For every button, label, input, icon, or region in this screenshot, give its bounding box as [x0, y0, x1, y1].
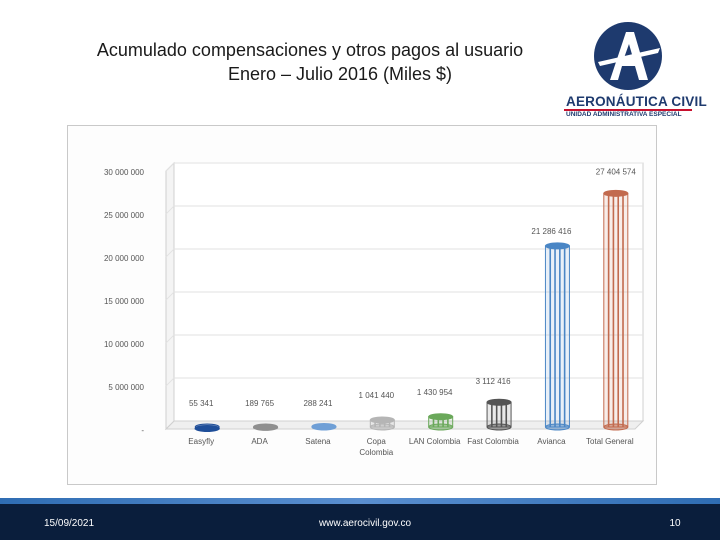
footer-bar: 15/09/2021 www.aerocivil.gov.co 10 [0, 498, 720, 540]
data-label: 55 341 [189, 399, 214, 408]
x-tick-label: Total General [586, 437, 634, 446]
title-period: Enero – Julio 2016 [227, 64, 379, 84]
bar-body [603, 192, 629, 428]
chart-back-wall [165, 162, 644, 430]
bar-cap [603, 189, 629, 197]
bar-base [544, 423, 570, 431]
footer-date: 15/09/2021 [44, 518, 95, 529]
y-tick-label: 15 000 000 [104, 297, 145, 306]
x-tick-label: Satena [305, 437, 331, 446]
bar [311, 423, 337, 431]
bar-cap [369, 416, 395, 424]
y-tick-label: 5 000 000 [108, 383, 144, 392]
bar [253, 423, 279, 431]
y-tick-label: 20 000 000 [104, 254, 145, 263]
y-tick-label: 25 000 000 [104, 211, 145, 220]
logo-name: AERONÁUTICA CIVIL [566, 94, 707, 109]
y-gridline-side [165, 334, 175, 344]
bar [369, 416, 395, 431]
x-tick-label: Fast Colombia [467, 437, 519, 446]
bar-base [486, 423, 512, 431]
data-label: 21 286 416 [531, 227, 572, 236]
footer-stripe [0, 498, 720, 504]
data-label: 1 430 954 [417, 388, 453, 397]
y-gridline-side [165, 205, 175, 215]
bar-body [486, 401, 512, 428]
slide-title: Acumulado compensaciones y otros pagos a… [40, 38, 580, 86]
aerocivil-logo: AERONÁUTICA CIVIL UNIDAD ADMINISTRATIVA … [560, 18, 707, 128]
bar-cap [194, 425, 220, 433]
bar-cap [544, 242, 570, 250]
bar [428, 413, 454, 431]
y-gridline-side [165, 377, 175, 387]
x-tick-label: Copa [367, 437, 387, 446]
title-line-2: Enero – Julio 2016 (Miles $) [40, 62, 580, 86]
bar [544, 242, 570, 431]
x-tick-label: Avianca [537, 437, 566, 446]
title-line-1: Acumulado compensaciones y otros pagos a… [96, 40, 524, 60]
title-units: (Miles $) [378, 64, 453, 84]
bar-body [544, 245, 570, 428]
y-gridline-side [165, 291, 175, 301]
data-label: 3 112 416 [476, 377, 512, 386]
y-gridline-side [165, 162, 175, 172]
footer-url[interactable]: www.aerocivil.gov.co [318, 518, 412, 529]
page-number: 10 [669, 518, 681, 529]
logo-subtitle: UNIDAD ADMINISTRATIVA ESPECIAL [566, 111, 682, 118]
y-tick-label: 30 000 000 [104, 168, 145, 177]
x-tick-label: Easyfly [188, 437, 214, 446]
y-tick-label: 10 000 000 [104, 340, 145, 349]
data-label: 27 404 574 [596, 167, 637, 176]
data-label: 189 765 [245, 399, 274, 408]
chart-frame: - 5 000 000 10 000 000 15 000 000 20 000 000… [67, 125, 657, 485]
y-gridline-side [165, 248, 175, 258]
x-tick-label: LAN Colombia [409, 437, 461, 446]
bar [194, 423, 220, 433]
bar [486, 398, 512, 431]
x-tick-label: Colombia [359, 448, 393, 457]
y-tick-label: - [141, 426, 144, 435]
bar-base [369, 423, 395, 431]
bar-cap [311, 423, 337, 431]
bar-cap [253, 423, 279, 431]
logo-rule [564, 109, 692, 111]
data-label: 288 241 [303, 399, 332, 408]
bar-base [603, 423, 629, 431]
bar-cap [428, 413, 454, 421]
aerocivil-logo-icon [594, 22, 662, 90]
bar-chart: - 5 000 000 10 000 000 15 000 000 20 000 000… [104, 161, 645, 457]
bar-cap [486, 398, 512, 406]
bar [603, 189, 629, 431]
bar-base [428, 423, 454, 431]
chart-floor [164, 420, 645, 430]
x-tick-label: ADA [251, 437, 268, 446]
data-label: 1 041 440 [359, 391, 395, 400]
